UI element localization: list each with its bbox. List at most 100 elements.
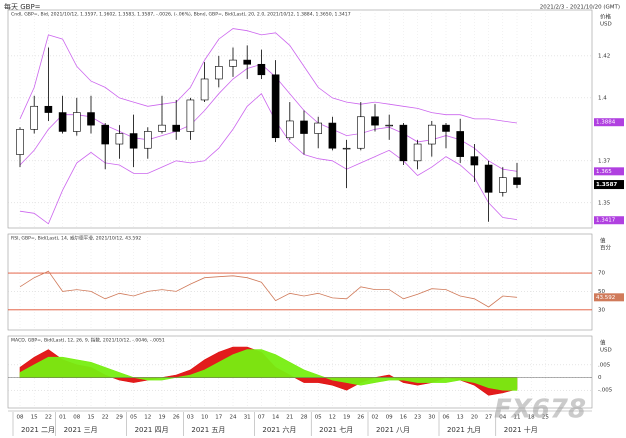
x-tick-label: 19 bbox=[343, 415, 350, 421]
candle-body bbox=[200, 78, 209, 101]
y-tick-label: -.005 bbox=[598, 388, 613, 394]
candle-body bbox=[144, 131, 152, 149]
month-label: 2021 七月 bbox=[319, 425, 353, 434]
y-tick-label: 70 bbox=[598, 271, 605, 277]
panel-frame bbox=[7, 233, 593, 331]
x-tick-label: 26 bbox=[357, 415, 364, 421]
x-tick-label: 23 bbox=[414, 415, 421, 421]
page-title: 每天 GBP= bbox=[4, 2, 41, 11]
candle-body bbox=[16, 129, 24, 155]
x-tick-label: 06 bbox=[443, 415, 450, 421]
candle-body bbox=[484, 164, 493, 193]
x-tick-label: 07 bbox=[258, 415, 265, 421]
macd-area bbox=[19, 349, 518, 391]
candle-body bbox=[243, 59, 251, 65]
x-tick-label: 28 bbox=[301, 415, 308, 421]
x-tick-label: 29 bbox=[116, 415, 123, 421]
bollinger-band bbox=[19, 28, 518, 124]
band-label-box bbox=[594, 118, 624, 127]
y-tick-label: 1.4 bbox=[598, 95, 607, 101]
candle-body bbox=[87, 112, 95, 126]
candle-body bbox=[129, 133, 138, 149]
candle-body bbox=[300, 120, 308, 134]
y-tick-label: 1.42 bbox=[598, 53, 610, 59]
y-tick-label: 50 bbox=[598, 289, 605, 295]
axis-unit: USD bbox=[600, 348, 612, 354]
band-label: 1.365 bbox=[596, 169, 612, 175]
x-tick-label: 27 bbox=[485, 415, 492, 421]
x-tick-label: 16 bbox=[400, 415, 407, 421]
x-tick-label: 12 bbox=[144, 415, 151, 421]
candle-body bbox=[356, 116, 365, 149]
candle-body bbox=[186, 99, 195, 132]
candle-body bbox=[115, 133, 124, 145]
x-tick-label: 18 bbox=[528, 415, 535, 421]
candle-body bbox=[101, 124, 109, 145]
last-price-box bbox=[594, 180, 624, 190]
panel-legend: RSI, GBP=, Bid(Last), 14, 威尔德平滑, 2021/10… bbox=[11, 235, 141, 242]
candle-body bbox=[470, 156, 479, 166]
candle-body bbox=[427, 124, 436, 145]
x-tick-label: 08 bbox=[73, 415, 80, 421]
candle-body bbox=[172, 124, 180, 132]
candle-body bbox=[58, 112, 67, 132]
candle-body bbox=[498, 177, 507, 193]
month-label: 2021 六月 bbox=[262, 425, 296, 434]
x-tick-label: 02 bbox=[372, 415, 379, 421]
x-tick-label: 08 bbox=[17, 415, 24, 421]
last-value-box bbox=[594, 293, 624, 302]
band-label: 1.3884 bbox=[596, 120, 616, 126]
x-tick-label: 13 bbox=[457, 415, 464, 421]
y-tick-label: 1.35 bbox=[598, 200, 611, 206]
candle-body bbox=[513, 177, 521, 185]
x-tick-label: 21 bbox=[286, 415, 293, 421]
x-tick-label: 05 bbox=[130, 415, 137, 421]
last-value-label: 43.592 bbox=[596, 295, 615, 301]
x-tick-label: 03 bbox=[187, 415, 194, 421]
month-label: 2021 九月 bbox=[447, 425, 481, 434]
axis-unit: 百分 bbox=[600, 244, 612, 252]
month-label: 2021 四月 bbox=[135, 426, 169, 434]
axis-unit: 价格 bbox=[600, 13, 612, 21]
x-tick-label: 01 bbox=[59, 415, 66, 421]
candle-body bbox=[158, 124, 166, 132]
x-tick-label: 14 bbox=[272, 415, 279, 421]
month-label: 2021 十月 bbox=[504, 425, 538, 434]
month-label: 2021 三月 bbox=[64, 426, 98, 434]
y-tick-label: .005 bbox=[598, 362, 611, 368]
panel-legend: Cndl, GBP=, Bid, 2021/10/12, 1.3597, 1.3… bbox=[11, 12, 351, 18]
y-tick-label: 1.37 bbox=[598, 158, 611, 164]
x-tick-label: 25 bbox=[542, 415, 549, 421]
candle-body bbox=[442, 124, 450, 132]
candle-body bbox=[371, 116, 379, 126]
band-label: 1.3417 bbox=[596, 218, 616, 224]
candle-body bbox=[399, 124, 408, 162]
x-tick-label: 22 bbox=[102, 415, 109, 421]
band-label-box bbox=[594, 216, 624, 225]
panel-legend: MACD, GBP=, Bid(Last), 12, 26, 9, 指数, 20… bbox=[11, 337, 165, 344]
x-tick-label: 19 bbox=[159, 415, 166, 421]
month-label: 2021 二月 bbox=[21, 426, 55, 434]
candle-body bbox=[44, 105, 53, 113]
candle-body bbox=[229, 59, 237, 67]
x-tick-label: 15 bbox=[88, 415, 95, 421]
x-tick-label: 20 bbox=[471, 415, 478, 421]
x-tick-label: 04 bbox=[499, 415, 506, 421]
x-tick-label: 30 bbox=[428, 415, 435, 421]
candle-body bbox=[271, 74, 280, 139]
month-label: 2021 八月 bbox=[376, 426, 410, 434]
axis-unit: 值 bbox=[600, 339, 606, 347]
x-tick-label: 26 bbox=[173, 415, 180, 421]
x-tick-label: 24 bbox=[230, 415, 237, 421]
panel-frame bbox=[7, 9, 593, 229]
x-tick-label: 15 bbox=[31, 415, 38, 421]
candle-body bbox=[413, 143, 422, 162]
bollinger-band bbox=[19, 93, 518, 225]
x-tick-label: 09 bbox=[386, 415, 393, 421]
x-tick-label: 05 bbox=[315, 415, 322, 421]
axis-unit: USD bbox=[600, 22, 612, 28]
last-price-label: 1.3587 bbox=[596, 182, 617, 188]
candle-body bbox=[314, 122, 323, 134]
x-tick-label: 17 bbox=[215, 415, 222, 421]
